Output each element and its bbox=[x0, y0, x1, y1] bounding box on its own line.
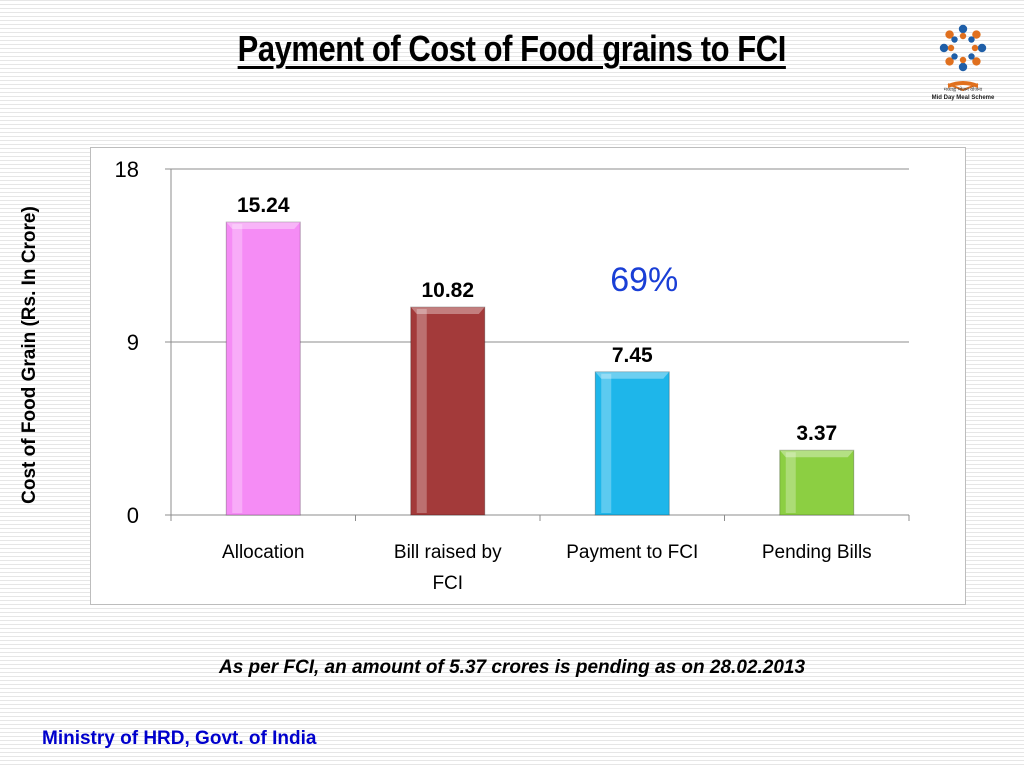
data-label: 15.24 bbox=[237, 194, 290, 217]
bar-chart: 0 9 18 15.24 Allocation 10.82 Bill raised by FC… bbox=[115, 157, 910, 594]
bar-bill-raised-by-fci bbox=[410, 306, 486, 516]
bar-bevel bbox=[410, 307, 485, 315]
bar-highlight bbox=[416, 309, 427, 513]
data-label: 3.37 bbox=[796, 422, 837, 445]
bar-payment-to-fci bbox=[594, 371, 670, 516]
mid-day-meal-logo bbox=[939, 24, 987, 92]
bar-highlight bbox=[785, 452, 796, 513]
category-label: Pending Bills bbox=[762, 542, 872, 563]
y-tick-label: 0 bbox=[127, 503, 139, 528]
bar-bevel bbox=[226, 222, 301, 230]
footer-text: Ministry of HRD, Govt. of India bbox=[42, 728, 317, 749]
bar-highlight bbox=[601, 373, 612, 513]
logo-caption-hindi: मध्याह्न भोजन योजना bbox=[943, 87, 983, 93]
bar-highlight bbox=[232, 224, 243, 513]
percentage-annotation: 69% bbox=[610, 261, 678, 299]
category-label: Payment to FCI bbox=[566, 542, 698, 563]
bar-bevel bbox=[595, 371, 670, 379]
category-label: FCI bbox=[432, 573, 463, 594]
data-label: 7.45 bbox=[612, 344, 653, 367]
y-tick-label: 18 bbox=[115, 157, 139, 182]
slide-title: Payment of Cost of Food grains to FCI bbox=[237, 28, 787, 69]
bar-bevel bbox=[779, 450, 854, 458]
chart-area: 0 9 18 15.24 Allocation 10.82 Bill raised by FC… bbox=[90, 147, 966, 605]
category-label: Bill raised by bbox=[394, 542, 502, 563]
y-axis-title: Cost of Food Grain (Rs. In Crore) bbox=[19, 206, 41, 504]
bar-allocation bbox=[225, 221, 301, 516]
footnote: As per FCI, an amount of 5.37 crores is … bbox=[218, 657, 806, 678]
y-tick-label: 9 bbox=[127, 330, 139, 355]
logo-caption-english: Mid Day Meal Scheme bbox=[931, 95, 995, 101]
y-axis-title-wrap: Cost of Food Grain (Rs. In Crore) bbox=[10, 155, 50, 555]
category-label: Allocation bbox=[222, 542, 304, 563]
bar-pending-bills bbox=[779, 449, 855, 516]
data-label: 10.82 bbox=[421, 279, 474, 302]
